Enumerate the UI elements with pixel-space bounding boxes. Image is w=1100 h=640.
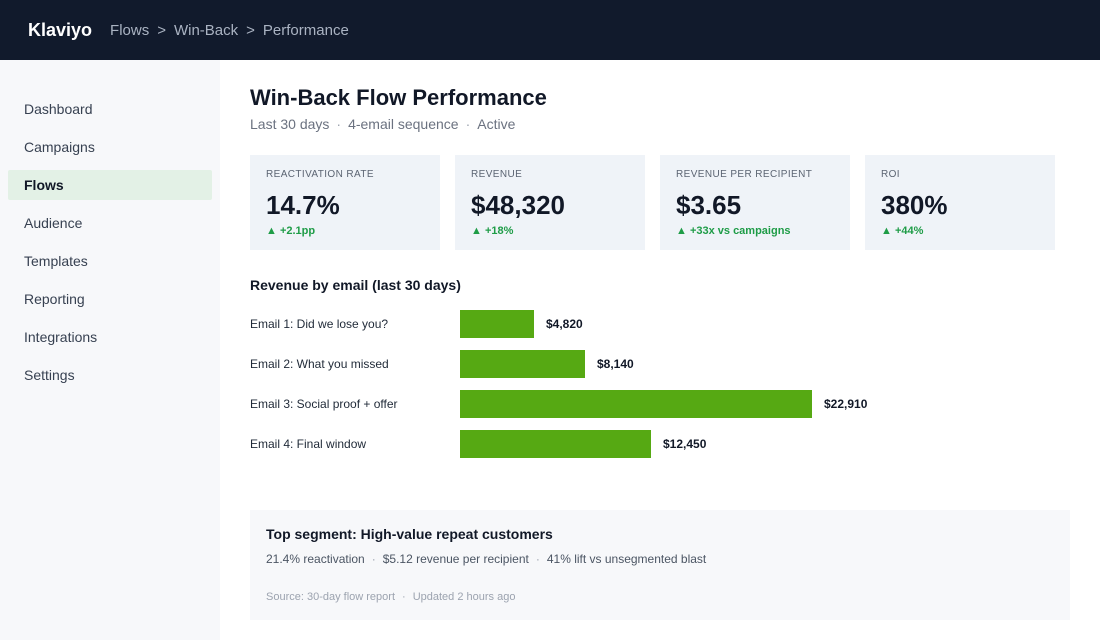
top-bar: Klaviyo Flows > Win-Back > Performance: [0, 0, 1100, 60]
bar-label: Email 4: Final window: [250, 437, 367, 451]
kpi-label: REVENUE PER RECIPIENT: [676, 169, 813, 180]
kpi-value: $48,320: [471, 190, 565, 220]
insight-stats: 21.4% reactivation · $5.12 revenue per rec…: [266, 552, 1054, 566]
bar-label: Email 2: What you missed: [250, 357, 389, 371]
page-meta: Last 30 days · 4-email sequence · Active: [250, 116, 515, 132]
kpi-value: $3.65: [676, 190, 742, 220]
updated-label: Updated 2 hours ago: [412, 591, 516, 603]
kpi-card-revenue: REVENUE $48,320 ▲ +18%: [455, 155, 645, 250]
sidebar-item-dashboard[interactable]: Dashboard: [24, 101, 93, 117]
meta-sequence: 4-email sequence: [348, 116, 459, 132]
bar-value-label: $4,820: [546, 317, 583, 331]
insight-source: Source: 30-day flow report · Updated 2 hou…: [266, 591, 1054, 603]
bar-value-label: $8,140: [597, 357, 634, 371]
kpi-card-revenue-per-recipient: REVENUE PER RECIPIENT $3.65 ▲ +33x vs ca…: [660, 155, 850, 250]
kpi-label: REVENUE: [471, 169, 523, 180]
source-label: Source: 30-day flow report: [266, 591, 396, 603]
breadcrumb-win-back[interactable]: Win-Back: [173, 21, 239, 39]
kpi-value: 380%: [881, 190, 948, 220]
insight-stat-lift: 41% lift vs unsegmented blast: [546, 552, 707, 566]
breadcrumb: Flows > Win-Back > Performance: [110, 22, 349, 39]
breadcrumb-separator: >: [157, 21, 166, 39]
sidebar-item-audience[interactable]: Audience: [24, 215, 83, 231]
insight-separator: ·: [371, 552, 376, 566]
kpi-card-roi: ROI 380% ▲ +44%: [865, 155, 1055, 250]
sidebar-item-integrations[interactable]: Integrations: [24, 329, 98, 345]
chart-title: Revenue by email (last 30 days): [250, 277, 461, 293]
meta-status: Active: [477, 116, 516, 132]
bar-value-label: $22,910: [824, 397, 868, 411]
meta-separator: ·: [336, 116, 342, 132]
revenue-bar: [460, 430, 651, 458]
kpi-delta: ▲ +44%: [881, 225, 924, 237]
revenue-bar: [460, 350, 585, 378]
source-separator: ·: [402, 591, 406, 603]
breadcrumb-flows[interactable]: Flows: [110, 21, 150, 39]
breadcrumb-separator: >: [246, 21, 255, 39]
sidebar-item-templates[interactable]: Templates: [24, 253, 88, 269]
revenue-bar: [460, 310, 534, 338]
kpi-value: 14.7%: [266, 190, 340, 220]
kpi-row: REACTIVATION RATE 14.7% ▲ +2.1pp REVENUE…: [250, 155, 1055, 250]
insight-title: Top segment: High-value repeat customers: [266, 526, 553, 542]
sidebar-item-campaigns[interactable]: Campaigns: [24, 139, 95, 155]
kpi-label: REACTIVATION RATE: [266, 169, 374, 180]
brand-logo[interactable]: Klaviyo: [28, 19, 93, 40]
kpi-delta: ▲ +18%: [471, 225, 514, 237]
sidebar-item-settings[interactable]: Settings: [24, 367, 75, 383]
kpi-delta: ▲ +33x vs campaigns: [676, 225, 791, 237]
revenue-bar-chart: Email 1: Did we lose you? $4,820 Email 2: …: [250, 310, 1070, 470]
breadcrumb-performance: Performance: [262, 21, 349, 39]
insight-separator: ·: [535, 552, 540, 566]
meta-separator: ·: [465, 116, 471, 132]
sidebar-item-flows[interactable]: Flows: [8, 170, 212, 200]
insight-stat-reactivation: 21.4% reactivation: [266, 552, 365, 566]
page-title: Win-Back Flow Performance: [250, 85, 547, 110]
meta-date-range: Last 30 days: [250, 116, 330, 132]
bar-label: Email 3: Social proof + offer: [250, 397, 398, 411]
revenue-bar: [460, 390, 812, 418]
bar-label: Email 1: Did we lose you?: [250, 317, 389, 331]
bar-value-label: $12,450: [663, 437, 707, 451]
kpi-label: ROI: [881, 169, 900, 180]
top-segment-panel: Top segment: High-value repeat customers…: [250, 510, 1070, 620]
kpi-card-reactivation-rate: REACTIVATION RATE 14.7% ▲ +2.1pp: [250, 155, 440, 250]
sidebar-item-reporting[interactable]: Reporting: [24, 291, 85, 307]
sidebar: Dashboard Campaigns Flows Audience Templ…: [0, 60, 220, 640]
kpi-delta: ▲ +2.1pp: [266, 225, 316, 237]
insight-stat-revenue: $5.12 revenue per recipient: [382, 552, 529, 566]
